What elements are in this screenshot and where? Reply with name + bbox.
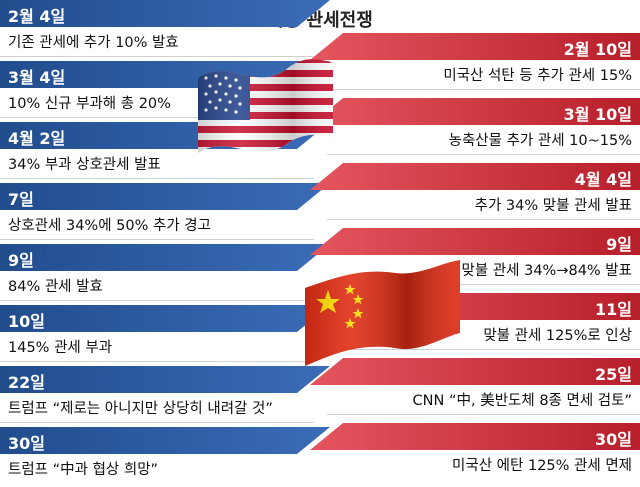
china-event-date: 11일	[595, 300, 632, 319]
us-event-date: 7일	[8, 190, 34, 209]
china-event-text: CNN “中, 美반도체 8종 면세 검토”	[412, 393, 632, 409]
us-event-date: 22일	[8, 373, 45, 392]
china-event-date: 2월 10일	[563, 40, 632, 59]
china-event-date: 4월 4일	[574, 170, 632, 189]
us-event-date: 2월 4일	[8, 7, 66, 26]
china-event-text: 추가 34% 맞불 관세 발표	[474, 198, 632, 214]
china-event-date: 30일	[595, 430, 632, 449]
china-event-text: 맞불 관세 34%→84% 발표	[461, 263, 632, 279]
china-event-date: 9일	[606, 235, 632, 254]
us-event-row: 30일 트럼프 “中과 협상 희망”	[0, 427, 330, 487]
us-event-date: 4월 2일	[8, 129, 66, 148]
china-event-row: 9일 맞불 관세 34%→84% 발표	[310, 228, 640, 288]
china-flag-icon	[305, 260, 460, 366]
us-event-text: 트럼프 “中과 협상 희망”	[8, 462, 159, 478]
us-event-row: 9일 84% 관세 발효	[0, 244, 330, 304]
china-event-text: 맞불 관세 125%로 인상	[483, 328, 632, 344]
china-event-row: 4월 4일 추가 34% 맞불 관세 발표	[310, 163, 640, 223]
us-event-text: 10% 신규 부과해 총 20%	[8, 96, 171, 112]
china-event-row: 2월 10일 미국산 석탄 등 추가 관세 15%	[310, 33, 640, 93]
china-event-row: 30일 미국산 에탄 125% 관세 면제	[310, 423, 640, 483]
us-flag-icon	[198, 59, 333, 154]
us-event-text: 84% 관세 발효	[8, 279, 103, 295]
china-event-text: 농축산물 추가 관세 10~15%	[448, 133, 632, 149]
us-event-text: 145% 관세 부과	[8, 340, 113, 356]
china-event-text: 미국산 에탄 125% 관세 면제	[452, 458, 632, 474]
us-event-row: 22일 트럼프 “제로는 아니지만 상당히 내려갈 것”	[0, 366, 330, 426]
us-event-text: 34% 부과 상호관세 발표	[8, 157, 161, 173]
china-event-row: 25일 CNN “中, 美반도체 8종 면세 검토”	[310, 358, 640, 418]
us-event-date: 30일	[8, 434, 45, 453]
china-event-row: 3월 10일 농축산물 추가 관세 10~15%	[310, 98, 640, 158]
us-event-row: 2월 4일 기존 관세에 추가 10% 발효	[0, 0, 330, 60]
us-event-row: 7일 상호관세 34%에 50% 추가 경고	[0, 183, 330, 243]
china-event-date: 3월 10일	[563, 105, 632, 124]
us-event-row: 10일 145% 관세 부과	[0, 305, 330, 365]
us-event-text: 상호관세 34%에 50% 추가 경고	[8, 218, 211, 234]
us-event-date: 3월 4일	[8, 68, 66, 87]
us-event-text: 기존 관세에 추가 10% 발효	[8, 35, 179, 51]
us-event-date: 9일	[8, 251, 34, 270]
china-event-text: 미국산 석탄 등 추가 관세 15%	[443, 68, 632, 84]
us-event-date: 10일	[8, 312, 45, 331]
china-event-date: 25일	[595, 365, 632, 384]
us-event-text: 트럼프 “제로는 아니지만 상당히 내려갈 것”	[8, 401, 273, 417]
